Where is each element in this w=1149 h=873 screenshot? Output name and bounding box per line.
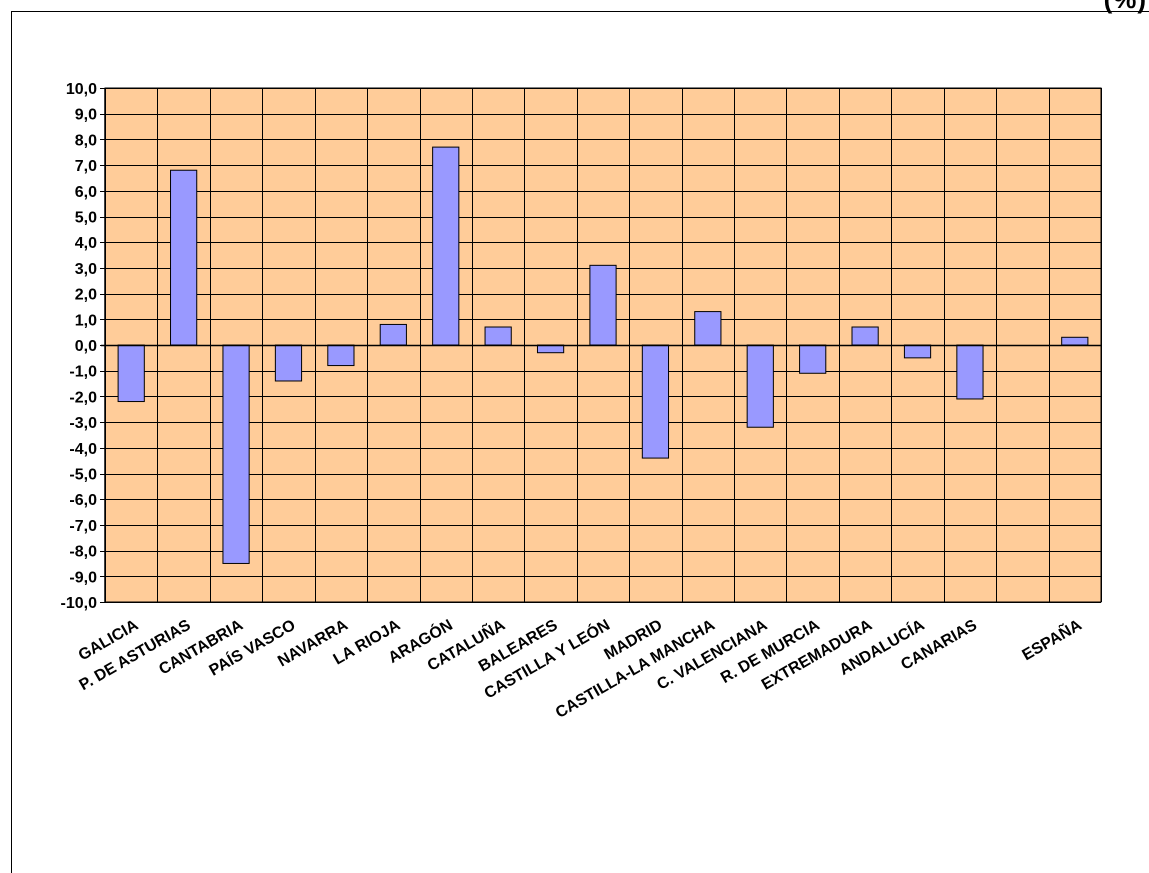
y-tick-label: 5,0 <box>75 210 97 227</box>
bar-navarra <box>327 344 355 367</box>
y-tick-label: -9,0 <box>69 569 97 586</box>
chart-title: (%) <box>1104 0 1147 15</box>
bar-canarias <box>956 344 984 400</box>
y-tick-label: 10,0 <box>66 81 97 98</box>
bar-andalucía <box>903 344 932 359</box>
bar-país-vasco <box>274 344 303 382</box>
axes <box>100 88 1101 603</box>
y-tick-label: -1,0 <box>69 364 97 381</box>
bar-extremadura <box>851 326 879 346</box>
y-tick-label: -4,0 <box>69 441 97 458</box>
bar-r-de-murcia <box>799 344 827 374</box>
bar-madrid <box>641 344 670 459</box>
y-tick-label: 1,0 <box>75 312 97 329</box>
y-tick-label: -5,0 <box>69 467 97 484</box>
y-tick-label: 2,0 <box>75 287 97 304</box>
frame-left-border <box>11 11 12 873</box>
y-tick-label: -8,0 <box>69 544 97 561</box>
bar-españa <box>1061 336 1089 346</box>
bar-galicia <box>117 344 145 403</box>
y-tick-label: 3,0 <box>75 261 97 278</box>
bar-castilla-y-león <box>589 264 617 346</box>
y-tick-label: 0,0 <box>75 338 97 355</box>
y-tick-label: 7,0 <box>75 158 97 175</box>
frame-top-border <box>11 11 1149 12</box>
y-tick-label: 4,0 <box>75 235 97 252</box>
x-tick-label: ESPAÑA <box>1018 614 1085 664</box>
bar-cataluña <box>484 326 512 346</box>
bar-castilla-la-mancha <box>694 311 722 346</box>
bar-p-de-asturias <box>170 169 198 346</box>
bar-la-rioja <box>379 323 407 346</box>
y-tick-label: -7,0 <box>69 518 97 535</box>
y-tick-label: 9,0 <box>75 107 97 124</box>
y-tick-label: -3,0 <box>69 415 97 432</box>
y-tick-label: 8,0 <box>75 132 97 149</box>
y-tick-label: 6,0 <box>75 184 97 201</box>
bar-c-valenciana <box>746 344 774 428</box>
y-tick-label: -10,0 <box>61 595 98 612</box>
x-tick-label: PAÍS VASCO <box>206 615 299 680</box>
bar-aragón <box>432 146 460 346</box>
bar-cantabria <box>222 344 250 564</box>
y-tick-labels: 10,0 9,0 8,0 7,0 6,0 5,0 4,0 3,0 2,0 1,0 0,0 -1,0 -2… <box>61 81 98 612</box>
y-tick-label: -6,0 <box>69 492 97 509</box>
y-tick-label: -2,0 <box>69 389 97 406</box>
